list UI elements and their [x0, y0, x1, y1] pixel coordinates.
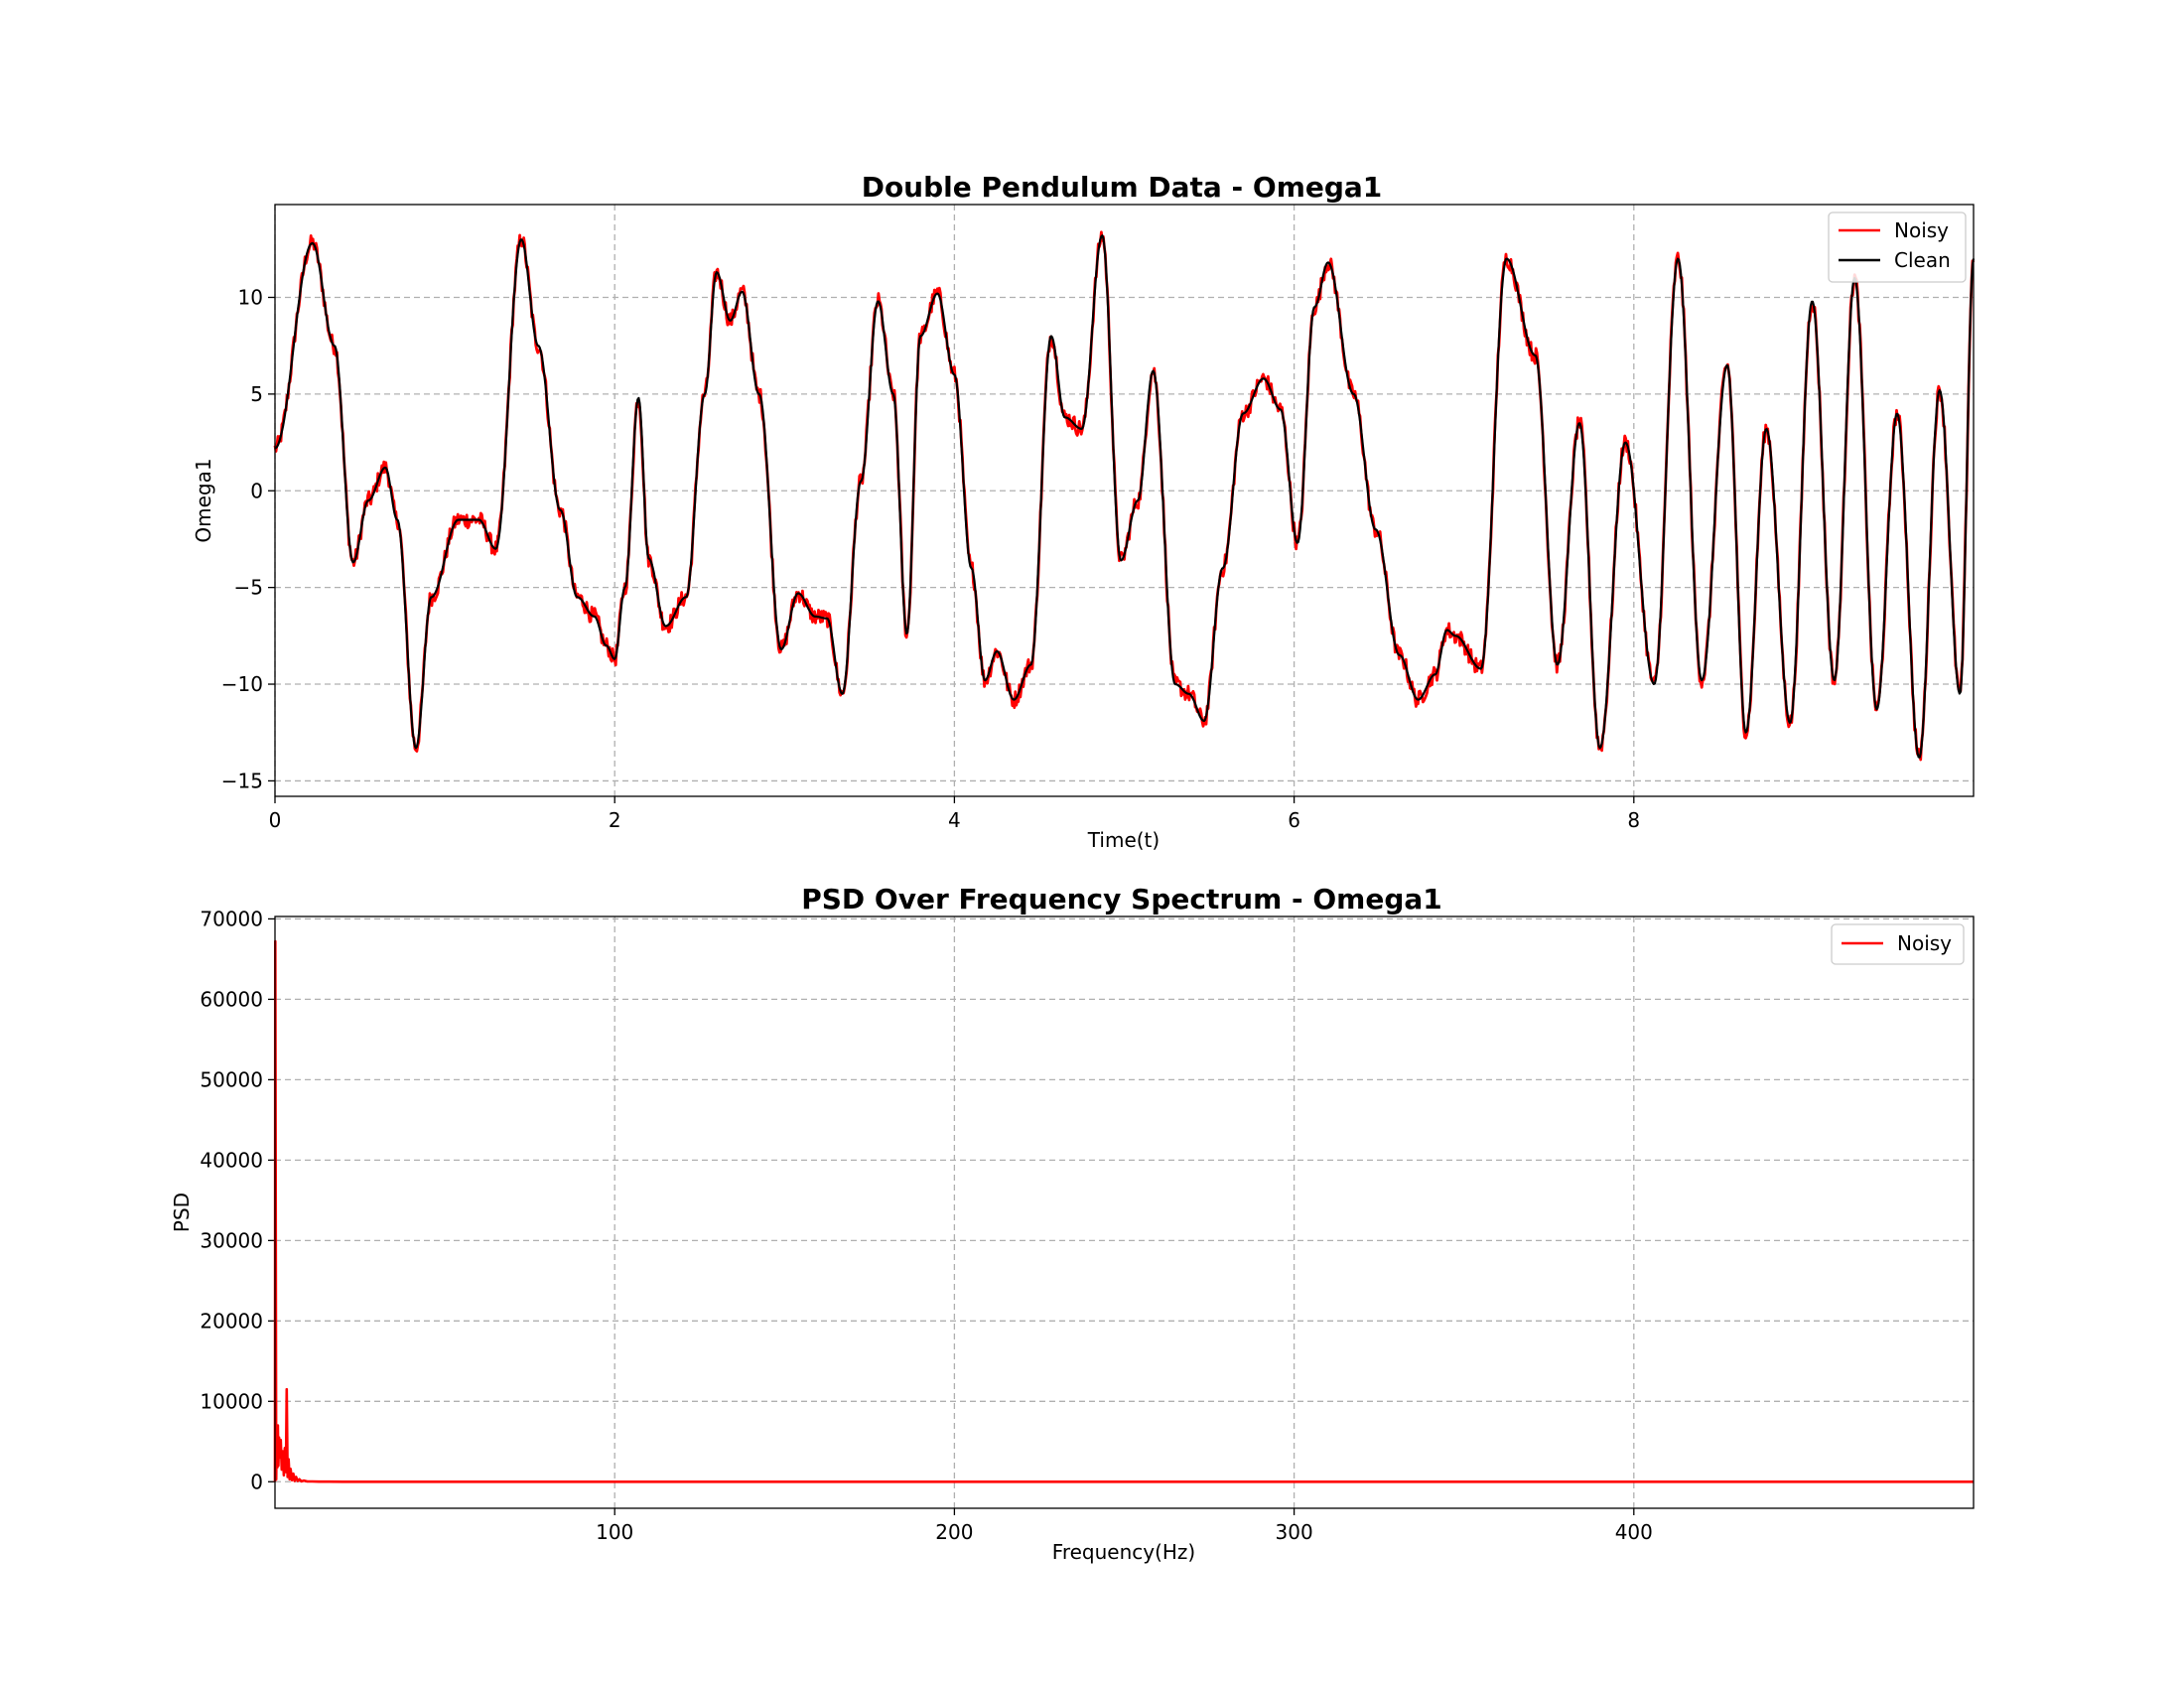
psd-ytick-label: 70000: [200, 907, 263, 930]
time-series-ytick-label: −5: [234, 576, 263, 600]
psd-ytick-label: 10000: [200, 1389, 263, 1413]
psd-ytick-label: 60000: [200, 987, 263, 1011]
time-series-ytick-label: 5: [250, 382, 263, 406]
time-series-subplot: Double Pendulum Data - Omega1 0 2 4 6 8 −15 −1…: [192, 171, 1976, 852]
time-series-ytick-label: 10: [238, 285, 263, 309]
time-series-xtick-label: 2: [609, 808, 621, 832]
psd-xlabel: Frequency(Hz): [1052, 1540, 1195, 1564]
psd-legend-box: [1831, 923, 1965, 965]
time-series-xlabel: Time(t): [1087, 828, 1160, 852]
legend-noisy-label: Noisy: [1894, 218, 1949, 242]
psd-lines: [273, 939, 1974, 1483]
psd-xtick-label: 100: [596, 1520, 633, 1544]
time-series-xtick-label: 4: [948, 808, 961, 832]
psd-title: PSD Over Frequency Spectrum - Omega1: [801, 883, 1442, 915]
series-psd-noisy-line: [273, 939, 1974, 1483]
psd-xtick-label: 300: [1276, 1520, 1313, 1544]
time-series-xtick-label: 0: [269, 808, 282, 832]
psd-ytick-label: 40000: [200, 1148, 263, 1172]
time-series-ticks: 0 2 4 6 8 −15 −10 −5 0 5 10: [221, 285, 1640, 832]
time-series-axes-frame: [274, 204, 1975, 797]
psd-ylabel: PSD: [170, 1193, 194, 1232]
legend-psd-noisy-label: Noisy: [1897, 931, 1952, 955]
psd-axes-frame: [274, 915, 1975, 1509]
time-series-legend: Noisy Clean: [1828, 211, 1967, 283]
psd-ytick-label: 50000: [200, 1067, 263, 1091]
time-series-title: Double Pendulum Data - Omega1: [862, 171, 1383, 204]
psd-legend: Noisy: [1831, 923, 1965, 965]
legend-clean-label: Clean: [1894, 248, 1951, 272]
psd-xtick-label: 400: [1615, 1520, 1653, 1544]
time-series-xtick-label: 8: [1627, 808, 1640, 832]
time-series-ytick-label: −15: [221, 769, 263, 792]
time-series-ytick-label: −10: [221, 672, 263, 696]
psd-ytick-label: 20000: [200, 1309, 263, 1333]
series-clean-line: [274, 234, 1976, 759]
time-series-ytick-label: 0: [250, 479, 263, 502]
time-series-lines: [273, 230, 1976, 762]
time-series-xtick-label: 6: [1288, 808, 1300, 832]
psd-ticks: 100 200 300 400 0 10000 20000 30000 40000 50000 60…: [200, 907, 1653, 1544]
psd-xtick-label: 200: [935, 1520, 973, 1544]
psd-ytick-label: 30000: [200, 1228, 263, 1252]
time-series-ylabel: Omega1: [192, 458, 215, 542]
psd-ytick-label: 0: [250, 1470, 263, 1493]
psd-subplot: PSD Over Frequency Spectrum - Omega1 100…: [170, 883, 1975, 1564]
